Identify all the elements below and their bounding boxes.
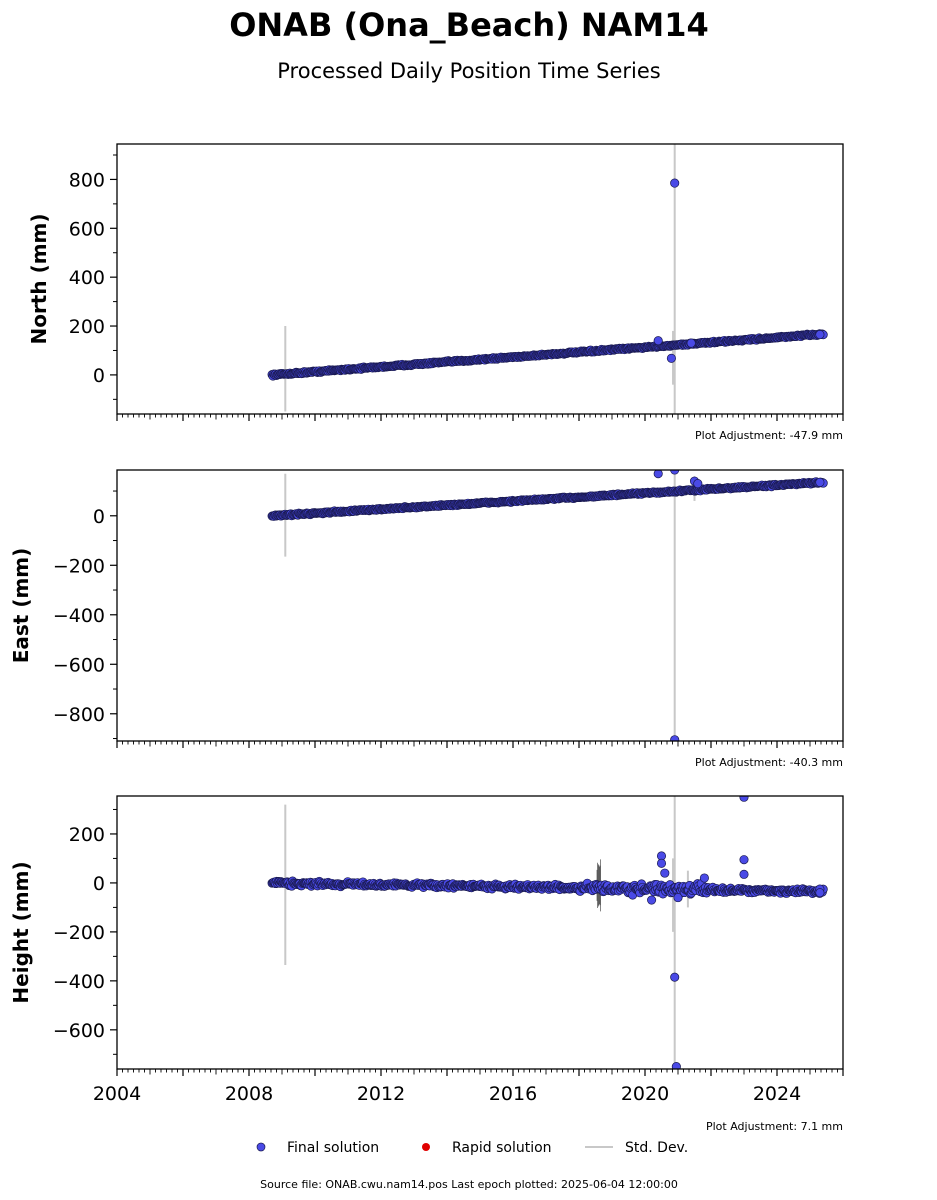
height-outlier-point [739, 855, 749, 865]
height-outlier-point [670, 972, 680, 982]
north-panel: 0 200 400 600 800 North (mm) Plot Adjustment… [27, 143, 844, 442]
height-outlier-point [647, 895, 657, 905]
legend-final-label: Final solution [287, 1140, 379, 1156]
legend-stddev-label: Std. Dev. [625, 1140, 688, 1156]
east-adjustment: Plot Adjustment: -40.3 mm [695, 756, 843, 769]
east-axes: −800 −600 −400 −200 0 [53, 469, 844, 748]
height-ytick-label: 0 [93, 873, 105, 895]
height-ytick-label: −200 [53, 922, 105, 944]
north-axes-frame [116, 143, 844, 415]
north-outlier-point [670, 178, 680, 188]
east-outlier-point [670, 470, 680, 475]
north-ytick-label: 600 [69, 218, 105, 240]
height-xtick-label: 2024 [753, 1083, 801, 1105]
height-axes: −600 −400 −200 0 200 2004 2008 2012 2016 2020 2024 [53, 795, 844, 1105]
north-ytick-label: 400 [69, 267, 105, 289]
east-ylabel: East (mm) [9, 548, 33, 664]
height-marks [267, 796, 828, 1069]
north-outlier-point [666, 353, 676, 363]
height-plot-area [267, 796, 828, 1069]
east-ytick-label: −800 [53, 704, 105, 726]
legend-rapid-label: Rapid solution [452, 1140, 552, 1156]
legend-rapid-marker [422, 1143, 430, 1151]
chart-subtitle: Processed Daily Position Time Series [277, 59, 661, 83]
legend: Final solution Rapid solution Std. Dev. [256, 1140, 688, 1156]
height-outlier-point [660, 868, 670, 878]
height-xtick-label: 2012 [357, 1083, 405, 1105]
east-plot-area [267, 470, 828, 741]
height-ytick-label: −600 [53, 1020, 105, 1042]
east-outlier-point [693, 479, 703, 489]
height-axes-frame [116, 795, 844, 1070]
north-ylabel: North (mm) [27, 213, 51, 344]
height-ytick-label: −400 [53, 971, 105, 993]
height-xtick-label: 2020 [621, 1083, 669, 1105]
height-outlier-point [656, 858, 667, 868]
north-marks [267, 144, 828, 414]
east-outlier-point [670, 735, 680, 741]
east-outlier-point [815, 477, 825, 487]
height-ytick-label: 200 [69, 824, 105, 846]
height-xtick-label: 2008 [225, 1083, 273, 1105]
height-adjustment: Plot Adjustment: 7.1 mm [706, 1120, 843, 1133]
height-ylabel: Height (mm) [9, 861, 33, 1003]
height-xtick-label: 2004 [93, 1083, 141, 1105]
height-panel: −600 −400 −200 0 200 2004 2008 2012 2016 2020 2024… [9, 795, 844, 1133]
north-axes: 0 200 400 600 800 [69, 143, 844, 421]
north-ytick-label: 800 [69, 169, 105, 191]
north-ytick-label: 200 [69, 316, 105, 338]
east-ytick-label: −400 [53, 605, 105, 627]
east-marks [267, 470, 828, 741]
height-xtick-label: 2016 [489, 1083, 537, 1105]
height-outlier-point [699, 873, 709, 883]
height-outlier-point [739, 796, 749, 802]
chart-title: ONAB (Ona_Beach) NAM14 [229, 6, 709, 44]
source-footer: Source file: ONAB.cwu.nam14.pos Last epo… [260, 1178, 678, 1191]
east-axes-frame [116, 469, 844, 742]
height-outlier-point [671, 1062, 681, 1069]
height-outlier-point [673, 893, 683, 903]
east-outlier-point [653, 470, 663, 479]
north-ytick-label: 0 [93, 365, 105, 387]
north-adjustment: Plot Adjustment: -47.9 mm [695, 429, 843, 442]
height-outlier-point [815, 888, 825, 898]
north-outlier-point [815, 330, 825, 340]
north-outlier-point [686, 338, 696, 348]
legend-final-marker [256, 1142, 266, 1152]
east-panel: −800 −600 −400 −200 0 East (mm) Plot Adjustm… [9, 469, 844, 769]
north-outlier-point [653, 336, 663, 346]
east-ytick-label: −600 [53, 654, 105, 676]
east-ytick-label: 0 [93, 506, 105, 528]
north-plot-area [267, 144, 828, 414]
height-outlier-point [739, 869, 749, 879]
east-ytick-label: −200 [53, 555, 105, 577]
